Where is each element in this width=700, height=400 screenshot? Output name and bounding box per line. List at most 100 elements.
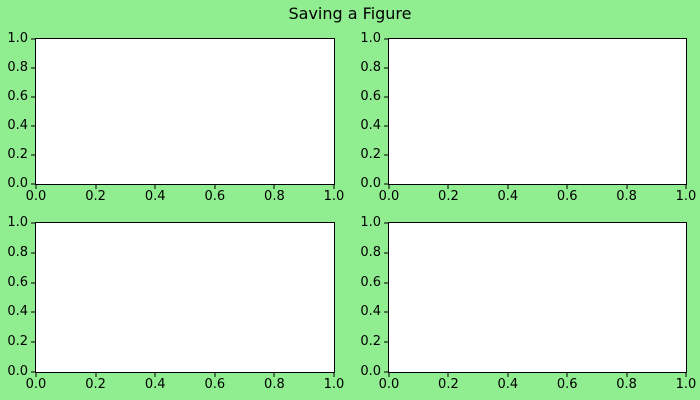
y-tick-label: 0.8 <box>360 60 381 75</box>
y-tick-label: 0.0 <box>7 176 28 191</box>
y-tick-label: 0.2 <box>360 334 381 350</box>
x-tick-label: 0.6 <box>556 377 578 392</box>
x-tick-mark <box>447 184 449 189</box>
y-tick-label: 0.6 <box>7 89 28 104</box>
x-tick-mark <box>333 372 335 377</box>
x-tick-mark <box>685 372 687 377</box>
y-tick-label: 0.4 <box>360 304 381 320</box>
y-tick-label: 0.8 <box>360 244 381 260</box>
x-tick-mark <box>566 184 568 189</box>
x-tick-mark <box>447 372 449 377</box>
y-tick-label: 0.4 <box>7 304 28 320</box>
x-tick-label: 0.0 <box>25 377 47 392</box>
y-tick-label: 0.2 <box>7 147 28 162</box>
x-tick-label: 1.0 <box>675 189 697 204</box>
y-tick-mark <box>31 252 36 254</box>
x-tick-mark <box>273 372 275 377</box>
y-tick-label: 0.6 <box>360 274 381 290</box>
x-tick-mark <box>566 372 568 377</box>
y-tick-label: 0.8 <box>7 60 28 75</box>
x-tick-mark <box>388 372 390 377</box>
y-tick-label: 0.8 <box>7 244 28 260</box>
y-tick-mark <box>31 96 36 98</box>
x-tick-label: 0.0 <box>378 189 400 204</box>
y-tick-mark <box>31 222 36 224</box>
y-tick-label: 1.0 <box>360 215 381 230</box>
y-tick-mark <box>31 341 36 343</box>
x-tick-mark <box>95 372 97 377</box>
x-tick-mark <box>214 184 216 189</box>
y-tick-mark <box>384 341 389 343</box>
x-tick-label: 0.4 <box>497 189 519 204</box>
x-tick-mark <box>507 184 509 189</box>
y-tick-mark <box>384 252 389 254</box>
subplot-top-left: 0.0 0.2 0.4 0.6 0.8 1.0 0.0 0.2 0.4 0.6 0.8 1.0 <box>7 32 344 204</box>
x-tick-label: 0.2 <box>85 377 106 392</box>
y-tick-mark <box>31 67 36 69</box>
y-tick-label: 1.0 <box>360 31 381 46</box>
y-tick-mark <box>384 67 389 69</box>
subplot-bottom-right: 0.0 0.2 0.4 0.6 0.8 1.0 0.0 0.2 0.4 0.6 0.8 1.0 <box>360 216 696 392</box>
y-tick-mark <box>31 183 36 185</box>
x-tick-mark <box>154 184 156 189</box>
y-tick-mark <box>384 282 389 284</box>
y-tick-mark <box>31 311 36 313</box>
x-tick-label: 1.0 <box>675 377 697 392</box>
x-tick-mark <box>95 184 97 189</box>
x-tick-label: 0.6 <box>204 189 226 204</box>
x-tick-label: 0.0 <box>25 189 47 204</box>
subplot-top-right: 0.0 0.2 0.4 0.6 0.8 1.0 0.0 0.2 0.4 0.6 0.8 1.0 <box>360 32 696 204</box>
x-tick-mark <box>626 372 628 377</box>
y-tick-label: 0.2 <box>7 334 28 350</box>
y-tick-label: 0.0 <box>7 364 28 379</box>
y-tick-mark <box>384 371 389 373</box>
x-tick-label: 0.0 <box>378 377 400 392</box>
x-tick-label: 0.2 <box>438 377 459 392</box>
x-tick-label: 0.8 <box>264 189 285 204</box>
y-tick-mark <box>384 154 389 156</box>
x-tick-mark <box>333 184 335 189</box>
y-tick-label: 0.6 <box>7 274 28 290</box>
x-tick-label: 0.2 <box>85 189 106 204</box>
y-tick-mark <box>384 38 389 40</box>
x-tick-mark <box>35 184 37 189</box>
y-tick-mark <box>384 96 389 98</box>
x-tick-label: 0.4 <box>144 377 166 392</box>
y-tick-label: 0.4 <box>7 118 28 133</box>
y-tick-label: 0.4 <box>360 118 381 133</box>
x-tick-mark <box>685 184 687 189</box>
x-tick-label: 0.8 <box>264 377 285 392</box>
y-tick-label: 0.0 <box>360 364 381 379</box>
x-tick-mark <box>273 184 275 189</box>
x-tick-label: 0.2 <box>438 189 459 204</box>
y-tick-mark <box>31 38 36 40</box>
x-tick-mark <box>214 372 216 377</box>
x-tick-mark <box>388 184 390 189</box>
subplot-bottom-left: 0.0 0.2 0.4 0.6 0.8 1.0 0.0 0.2 0.4 0.6 0.8 1.0 <box>7 216 344 392</box>
x-tick-label: 0.6 <box>204 377 226 392</box>
x-tick-label: 1.0 <box>323 189 345 204</box>
x-tick-mark <box>507 372 509 377</box>
y-tick-mark <box>31 125 36 127</box>
y-tick-label: 0.2 <box>360 147 381 162</box>
y-tick-mark <box>384 183 389 185</box>
y-tick-label: 1.0 <box>7 31 28 46</box>
x-tick-mark <box>626 184 628 189</box>
figure-title: Saving a Figure <box>288 4 412 23</box>
y-tick-mark <box>384 222 389 224</box>
y-tick-mark <box>31 154 36 156</box>
y-tick-mark <box>384 125 389 127</box>
y-tick-mark <box>31 371 36 373</box>
x-tick-label: 1.0 <box>323 377 345 392</box>
x-tick-label: 0.8 <box>616 377 637 392</box>
x-tick-label: 0.4 <box>144 189 166 204</box>
x-tick-label: 0.6 <box>556 189 578 204</box>
y-tick-label: 1.0 <box>7 215 28 230</box>
x-tick-mark <box>35 372 37 377</box>
x-tick-label: 0.8 <box>616 189 637 204</box>
y-tick-label: 0.6 <box>360 89 381 104</box>
x-tick-label: 0.4 <box>497 377 519 392</box>
y-tick-label: 0.0 <box>360 176 381 191</box>
y-tick-mark <box>31 282 36 284</box>
